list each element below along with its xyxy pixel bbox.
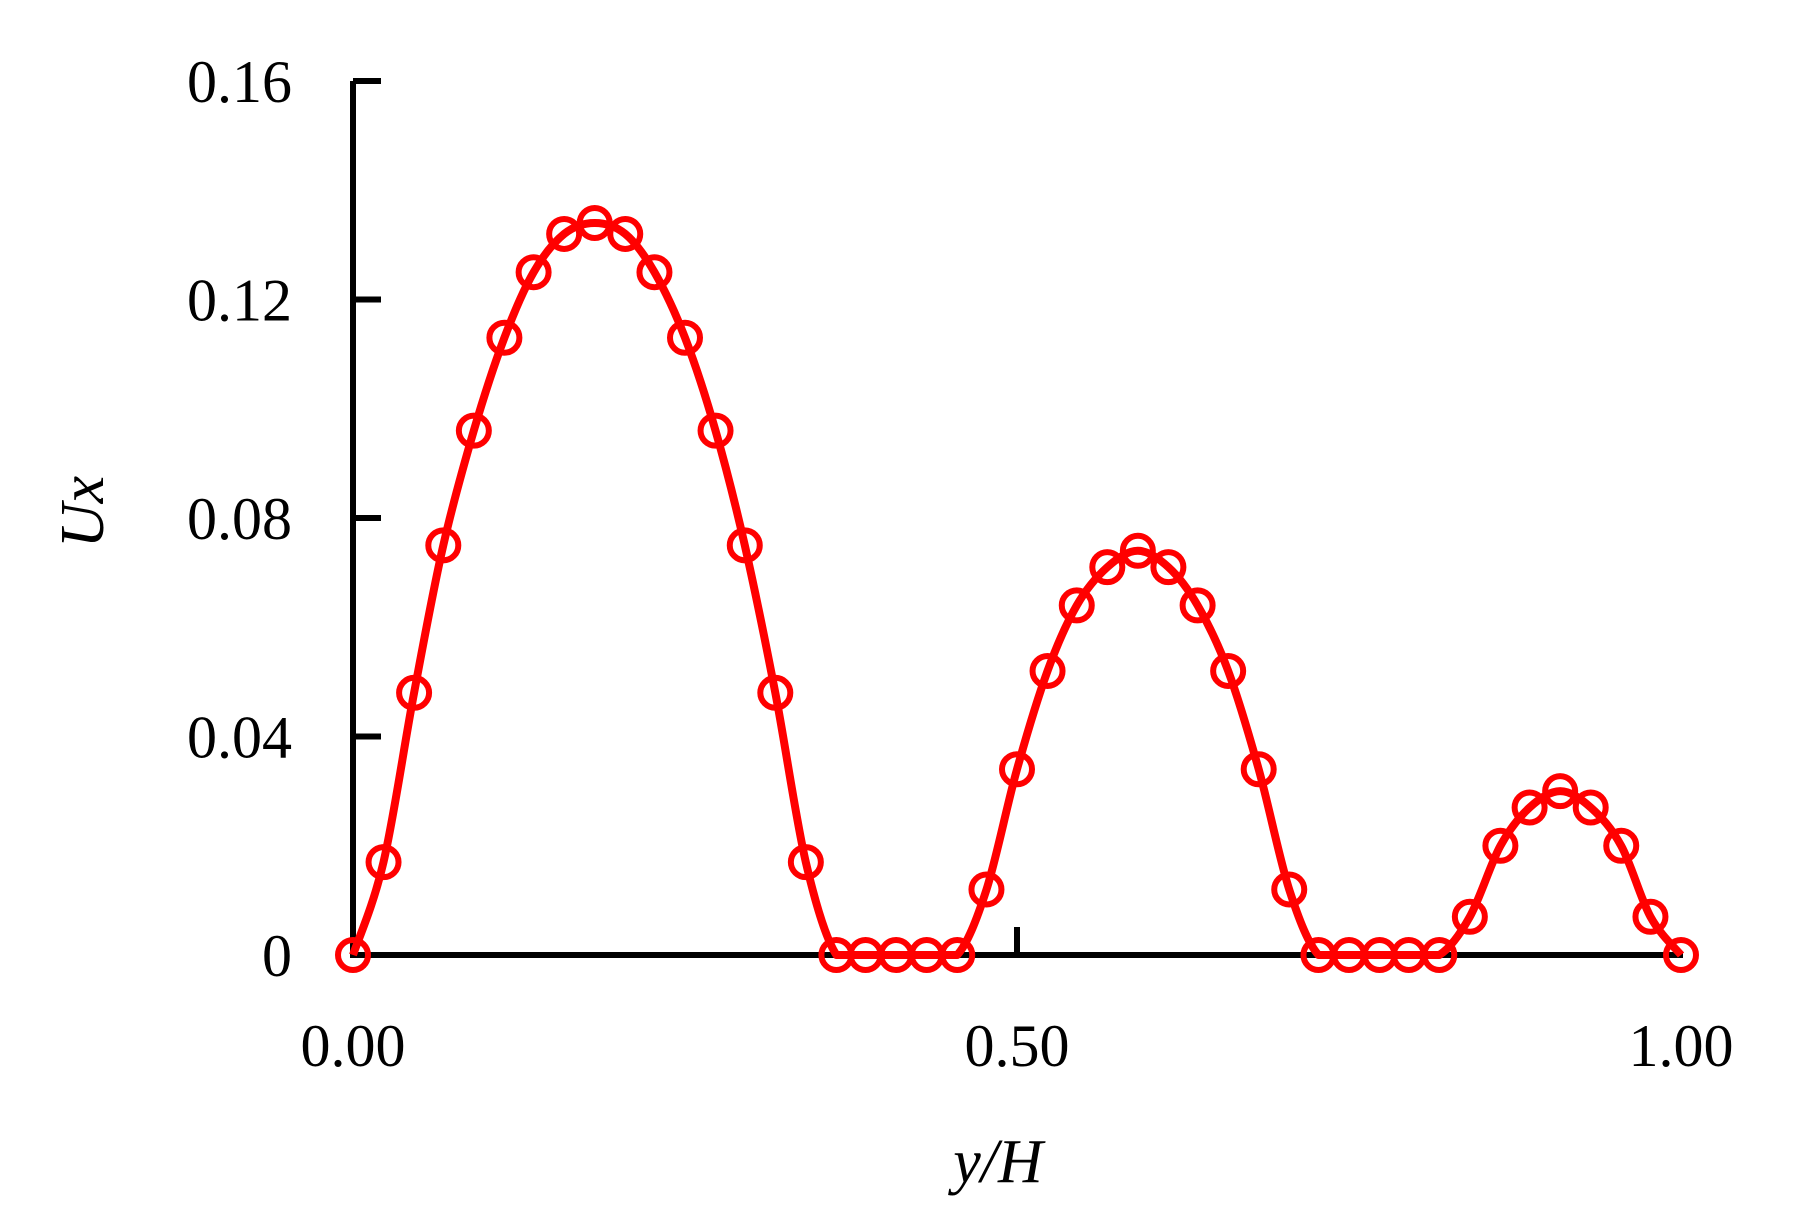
data-point [1240, 751, 1277, 788]
data-point [515, 254, 552, 291]
data-point [576, 205, 613, 242]
data-point [425, 527, 462, 564]
data-point [1119, 532, 1156, 569]
x-tick-label: 0.50 [965, 1013, 1070, 1079]
series-line [349, 219, 1685, 959]
data-point [1603, 827, 1640, 864]
data-point [939, 937, 976, 973]
data-point [1572, 789, 1609, 826]
data-point [667, 319, 703, 356]
data-point [636, 254, 673, 291]
data-point [365, 844, 402, 881]
y-tick-label: 0.08 [187, 486, 292, 552]
data-point [1210, 652, 1247, 689]
data-point [607, 215, 644, 252]
data-point [787, 844, 824, 881]
y-axis-title: Ux [49, 475, 117, 548]
data-point [968, 871, 1005, 908]
data-point [1632, 898, 1669, 935]
data-point [1542, 773, 1579, 810]
data-point [1451, 898, 1488, 935]
data-point [486, 319, 523, 356]
ticks [353, 78, 1020, 955]
data-point [1421, 937, 1458, 973]
data-point [1089, 549, 1126, 586]
x-tick-label: 0.00 [301, 1013, 406, 1079]
x-axis-title: y/H [947, 1128, 1046, 1196]
axes [350, 81, 1683, 958]
y-tick-label: 0 [262, 923, 292, 989]
data-point [1511, 789, 1548, 826]
data-point [335, 937, 371, 973]
data-point [1179, 587, 1216, 624]
data-point [1663, 937, 1699, 973]
x-tick-label: 1.00 [1629, 1013, 1734, 1079]
data-point [1058, 587, 1095, 624]
series-layer [335, 205, 1699, 973]
data-point [999, 751, 1035, 788]
data-point [757, 674, 794, 711]
data-point [1150, 549, 1187, 586]
data-point [546, 215, 583, 252]
data-point [1482, 827, 1519, 864]
data-point [726, 527, 763, 564]
y-tick-label: 0.12 [187, 268, 292, 334]
tick-labels: 0 0.04 0.08 0.12 0.16 0.00 0.50 1.00 [187, 49, 1734, 1079]
data-point [1029, 652, 1066, 689]
data-point [1271, 871, 1308, 908]
data-point [396, 674, 433, 711]
y-tick-label: 0.16 [187, 49, 292, 115]
y-tick-label: 0.04 [187, 705, 292, 771]
data-point [455, 412, 492, 449]
data-point [697, 412, 734, 449]
